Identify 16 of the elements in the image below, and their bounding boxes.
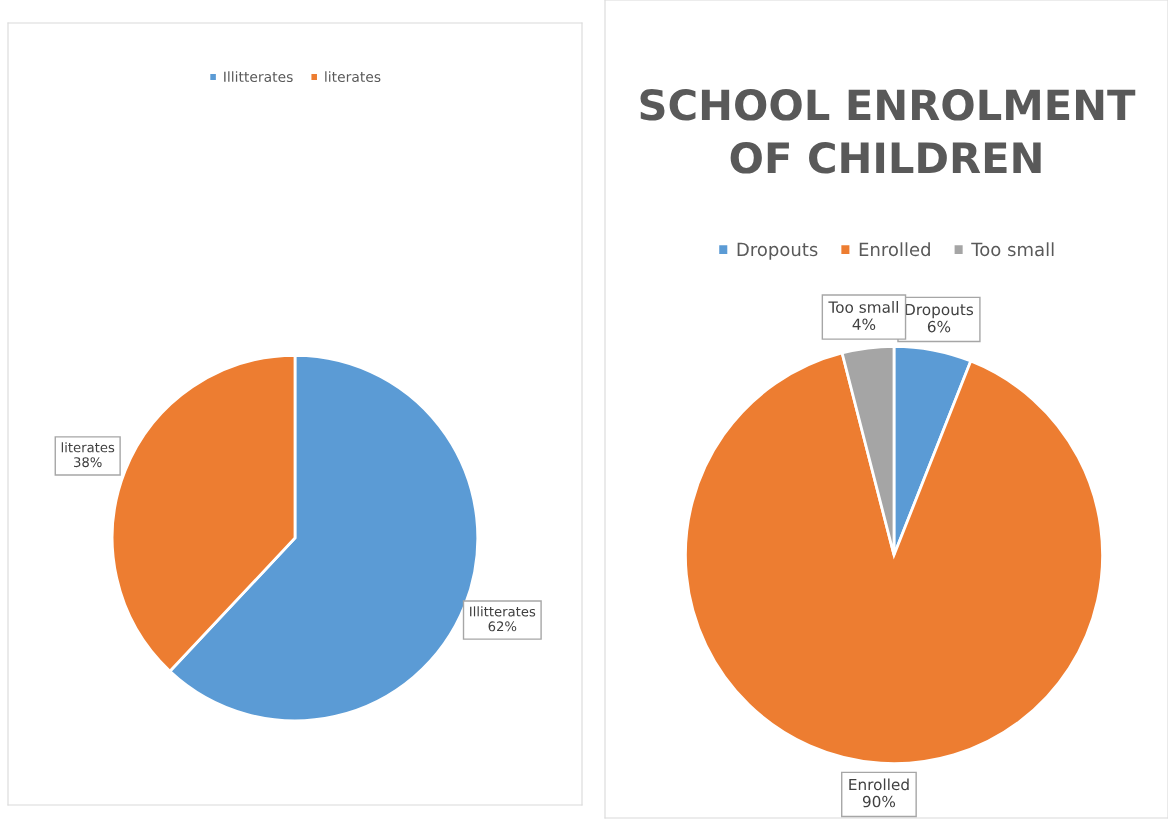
data-label: 4% xyxy=(852,318,876,331)
chart-title: SCHOOL ENROLMENT OF CHILDREN xyxy=(640,89,1136,174)
legend-label: Dropouts xyxy=(737,242,818,260)
legend-label: Too small xyxy=(971,242,1054,257)
legend-label: Illitterates xyxy=(224,71,293,83)
slice-label: Too small xyxy=(828,301,898,313)
slice-label: Enrolled xyxy=(849,778,909,791)
data-label: 38% xyxy=(74,457,102,468)
slice-label: Dropouts xyxy=(905,303,974,319)
legend-label: Enrolled xyxy=(859,242,930,257)
legend-label: literates xyxy=(325,71,381,83)
data-label: 6% xyxy=(927,320,951,333)
data-label: 90% xyxy=(862,795,896,808)
slice-label: Illitterates xyxy=(470,606,536,617)
slice-label: literates xyxy=(61,442,115,453)
data-label: 62% xyxy=(488,621,517,632)
